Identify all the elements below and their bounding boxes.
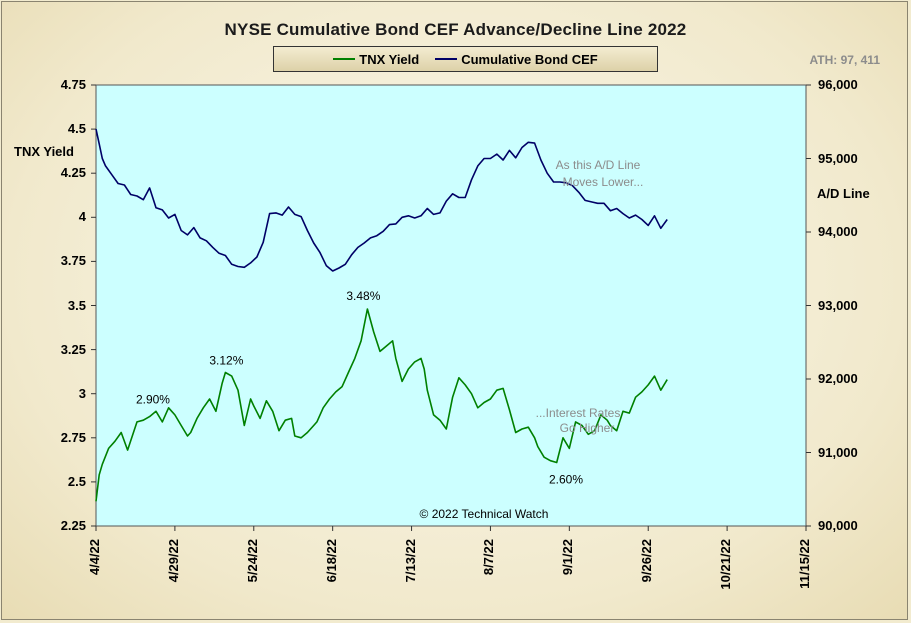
legend-swatch-cef — [435, 58, 458, 60]
y-right-axis-title: A/D Line — [817, 186, 870, 201]
y-left-tick-label: 2.75 — [60, 429, 86, 445]
note-rates-1: ...Interest Rates — [536, 406, 621, 420]
chart-title: NYSE Cumulative Bond CEF Advance/Decline… — [224, 20, 687, 39]
y-left-tick-label: 4.5 — [67, 121, 86, 137]
y-left-tick-label: 4.75 — [60, 77, 86, 92]
annotation-3-48: 3.48% — [346, 289, 380, 303]
note-rates-2: Go Higher — [560, 421, 615, 435]
legend-label-cef: Cumulative Bond CEF — [461, 51, 598, 67]
annotation-2-60: 2.60% — [549, 472, 583, 486]
y-left-axis-title: TNX Yield — [14, 144, 74, 159]
chart-legend: TNX Yield Cumulative Bond CEF — [273, 46, 658, 72]
y-right-tick-label: 90,000 — [818, 518, 858, 533]
ath-label: ATH: 97, 411 — [809, 53, 880, 67]
y-right-tick-label: 92,000 — [818, 371, 858, 386]
y-left-tick-label: 3.25 — [60, 341, 86, 357]
y-right-tick-label: 93,000 — [818, 297, 858, 313]
y-left-tick-label: 3 — [78, 385, 86, 401]
plot-area — [95, 84, 807, 527]
y-right-tick-label: 91,000 — [818, 444, 858, 460]
y-right-tick-label: 95,000 — [818, 150, 858, 166]
y-left-tick-label: 2.5 — [67, 473, 86, 489]
y-left-tick-label: 4 — [78, 209, 86, 225]
y-left-tick-label: 4.25 — [60, 165, 86, 181]
tnx-yield-line — [95, 308, 668, 502]
legend-swatch-tnx — [333, 58, 356, 60]
y-left-tick-label: 3.5 — [67, 297, 86, 313]
y-left-tick-label: 2.25 — [60, 518, 86, 533]
annotation-2-90: 2.90% — [136, 392, 170, 406]
y-right-tick-label: 96,000 — [818, 77, 858, 92]
legend-item-cef: Cumulative Bond CEF — [435, 52, 598, 67]
annotation-3-12: 3.12% — [209, 354, 243, 368]
note-ad-line-2: Moves Lower... — [563, 175, 644, 189]
cumulative-bond-cef-line — [95, 128, 668, 272]
y-right-tick-label: 94,000 — [818, 224, 858, 239]
copyright-note: © 2022 Technical Watch — [420, 507, 549, 521]
legend-label-tnx: TNX Yield — [359, 51, 420, 67]
y-left-tick-label: 3.75 — [60, 253, 86, 269]
note-ad-line-1: As this A/D Line — [556, 158, 641, 172]
legend-item-tnx: TNX Yield — [333, 52, 419, 67]
